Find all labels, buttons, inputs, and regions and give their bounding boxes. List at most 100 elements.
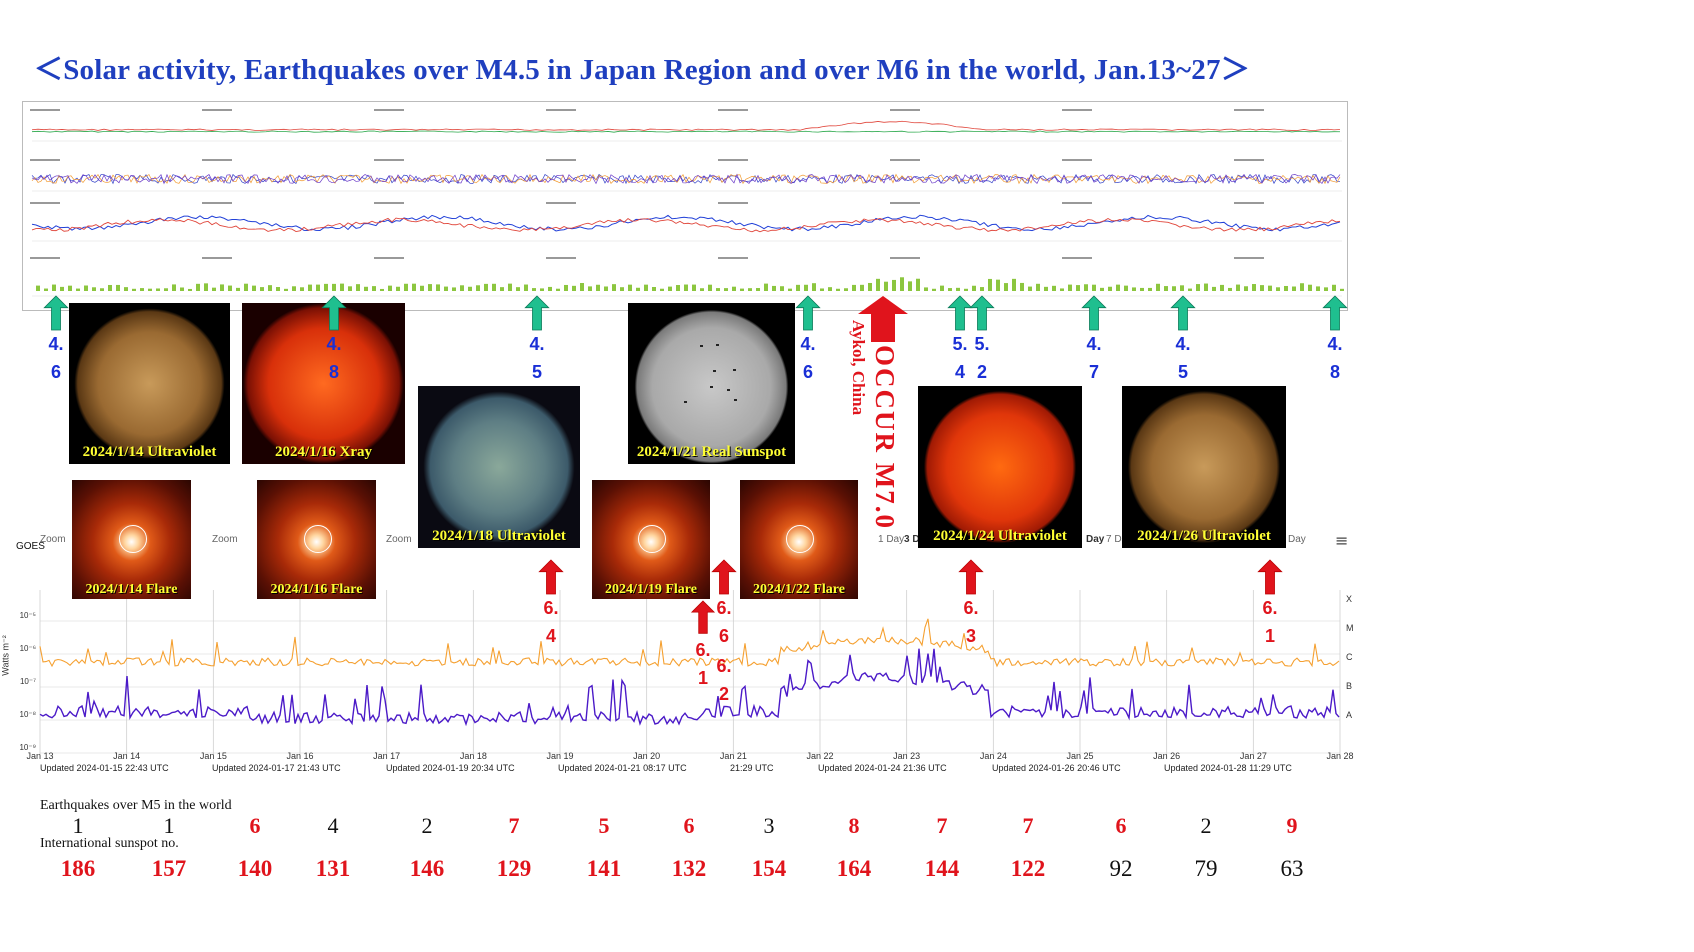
kp-bar — [988, 278, 992, 291]
kp-bar — [564, 284, 568, 291]
kp-bar — [700, 288, 704, 291]
kp-bar — [516, 287, 520, 291]
magnitude-digit: 4. — [1086, 334, 1102, 354]
kp-bar — [1268, 285, 1272, 291]
kp-bar — [508, 283, 512, 291]
kp-bar — [388, 285, 392, 291]
kp-bar — [732, 286, 736, 291]
magnitude-digit: 4. — [1327, 334, 1343, 354]
xray-x-tick: Jan 20 — [633, 751, 660, 761]
kp-bar — [188, 288, 192, 291]
xray-x-tick: Jan 27 — [1240, 751, 1267, 761]
panel-caption — [546, 109, 576, 111]
electron-flux-line — [31, 173, 1341, 185]
kp-bar — [156, 288, 160, 291]
proton-flux-line-2 — [31, 130, 1341, 133]
world-count-cell: 6 — [249, 813, 261, 838]
kp-bar — [644, 284, 648, 291]
solar-image: 2024/1/18 Ultraviolet — [418, 386, 580, 548]
kp-bar — [1308, 284, 1312, 291]
kp-bar — [868, 282, 872, 291]
kp-bar — [1316, 286, 1320, 291]
kp-bar — [1140, 287, 1144, 291]
image-caption: 2024/1/16 Flare — [270, 582, 363, 597]
xray-plot-area — [40, 590, 1340, 755]
kp-bar — [660, 288, 664, 291]
kp-bar — [1060, 288, 1064, 291]
xray-flux-chart: Jan 13 Jan 14 Jan 15 Jan 16 Jan 17 Jan 18 Jan … — [19, 590, 1354, 761]
xray-ylabel: Watts m⁻² — [0, 635, 11, 676]
image-caption: 2024/1/21 Real Sunspot — [636, 444, 787, 460]
kp-bar — [1076, 285, 1080, 291]
xray-x-tick: Jan 21 — [720, 751, 747, 761]
kp-bar — [1252, 284, 1256, 291]
kp-bar — [476, 285, 480, 291]
kp-bar — [100, 288, 104, 291]
kp-bar — [748, 288, 752, 291]
panel-caption — [718, 257, 748, 259]
image-caption: 2024/1/14 Flare — [85, 582, 178, 597]
world-count-cell: 8 — [848, 813, 860, 838]
zoom-label-1: Zoom — [40, 534, 66, 545]
kp-bar — [932, 288, 936, 291]
occulter-circle — [303, 524, 332, 553]
kp-bar — [396, 286, 400, 291]
panel-caption — [202, 202, 232, 204]
electron-flux-line — [31, 173, 1341, 185]
kp-bar — [580, 283, 584, 291]
panel-caption — [374, 202, 404, 204]
menu-icon[interactable]: ≡ — [1335, 531, 1349, 550]
kp-bar — [708, 284, 712, 291]
kp-bar — [604, 286, 608, 291]
panel-caption — [890, 159, 920, 161]
kp-bar — [620, 287, 624, 291]
panel-caption — [30, 257, 60, 259]
kp-bar — [924, 287, 928, 291]
flare-class-label: B — [1346, 681, 1352, 691]
magnitude-digit: 6. — [543, 598, 559, 618]
sunspot-dot — [733, 368, 737, 371]
kp-bar — [1116, 284, 1120, 291]
occulter-circle — [638, 524, 666, 553]
kp-bar — [252, 285, 256, 291]
kp-bar — [92, 287, 96, 291]
kp-bar — [980, 287, 984, 291]
kp-bar — [900, 277, 904, 291]
kp-bar — [612, 284, 616, 291]
image-caption: 2024/1/14 Ultraviolet — [82, 444, 217, 460]
solar-image: 2024/1/21 Real Sunspot — [628, 303, 795, 464]
proton-flux-line — [31, 120, 1341, 131]
kp-bar — [1108, 286, 1112, 291]
image-caption: 2024/1/16 Xray — [274, 444, 373, 460]
panel-caption — [1234, 257, 1264, 259]
updated-stamp: Updated 2024-01-17 21:43 UTC — [212, 763, 341, 773]
kp-bar — [596, 284, 600, 291]
panel-caption — [890, 257, 920, 259]
kp-bar — [948, 288, 952, 291]
kp-bar — [428, 284, 432, 291]
xray-x-tick: Jan 15 — [200, 751, 227, 761]
kp-bar — [772, 285, 776, 291]
updated-stamp: Updated 2024-01-28 11:29 UTC — [1164, 763, 1292, 773]
sunspot-count-cell: 92 — [1109, 856, 1133, 881]
kp-bar — [1148, 287, 1152, 291]
magnitude-digit: 4. — [326, 334, 342, 354]
flare-class-label: C — [1346, 652, 1353, 662]
world-quake-arrow — [958, 559, 984, 595]
kp-bar — [668, 286, 672, 291]
world-count-cell: 3 — [763, 813, 775, 838]
panel-caption — [1062, 109, 1092, 111]
kp-bar — [116, 284, 120, 291]
magnitude-digit: 6 — [802, 362, 813, 382]
xray-y-tick: 10⁻⁵ — [20, 611, 36, 620]
panel-caption — [1062, 257, 1092, 259]
xray-x-tick: Jan 28 — [1326, 751, 1353, 761]
range-1day: 1 Day — [878, 534, 905, 545]
kp-bar — [588, 286, 592, 291]
kp-bar — [220, 284, 224, 291]
kp-bar — [1220, 284, 1224, 291]
kp-bar — [1028, 286, 1032, 291]
world-count-cell: 7 — [936, 813, 948, 838]
kp-bar — [1276, 287, 1280, 291]
kp-bar — [1324, 287, 1328, 291]
